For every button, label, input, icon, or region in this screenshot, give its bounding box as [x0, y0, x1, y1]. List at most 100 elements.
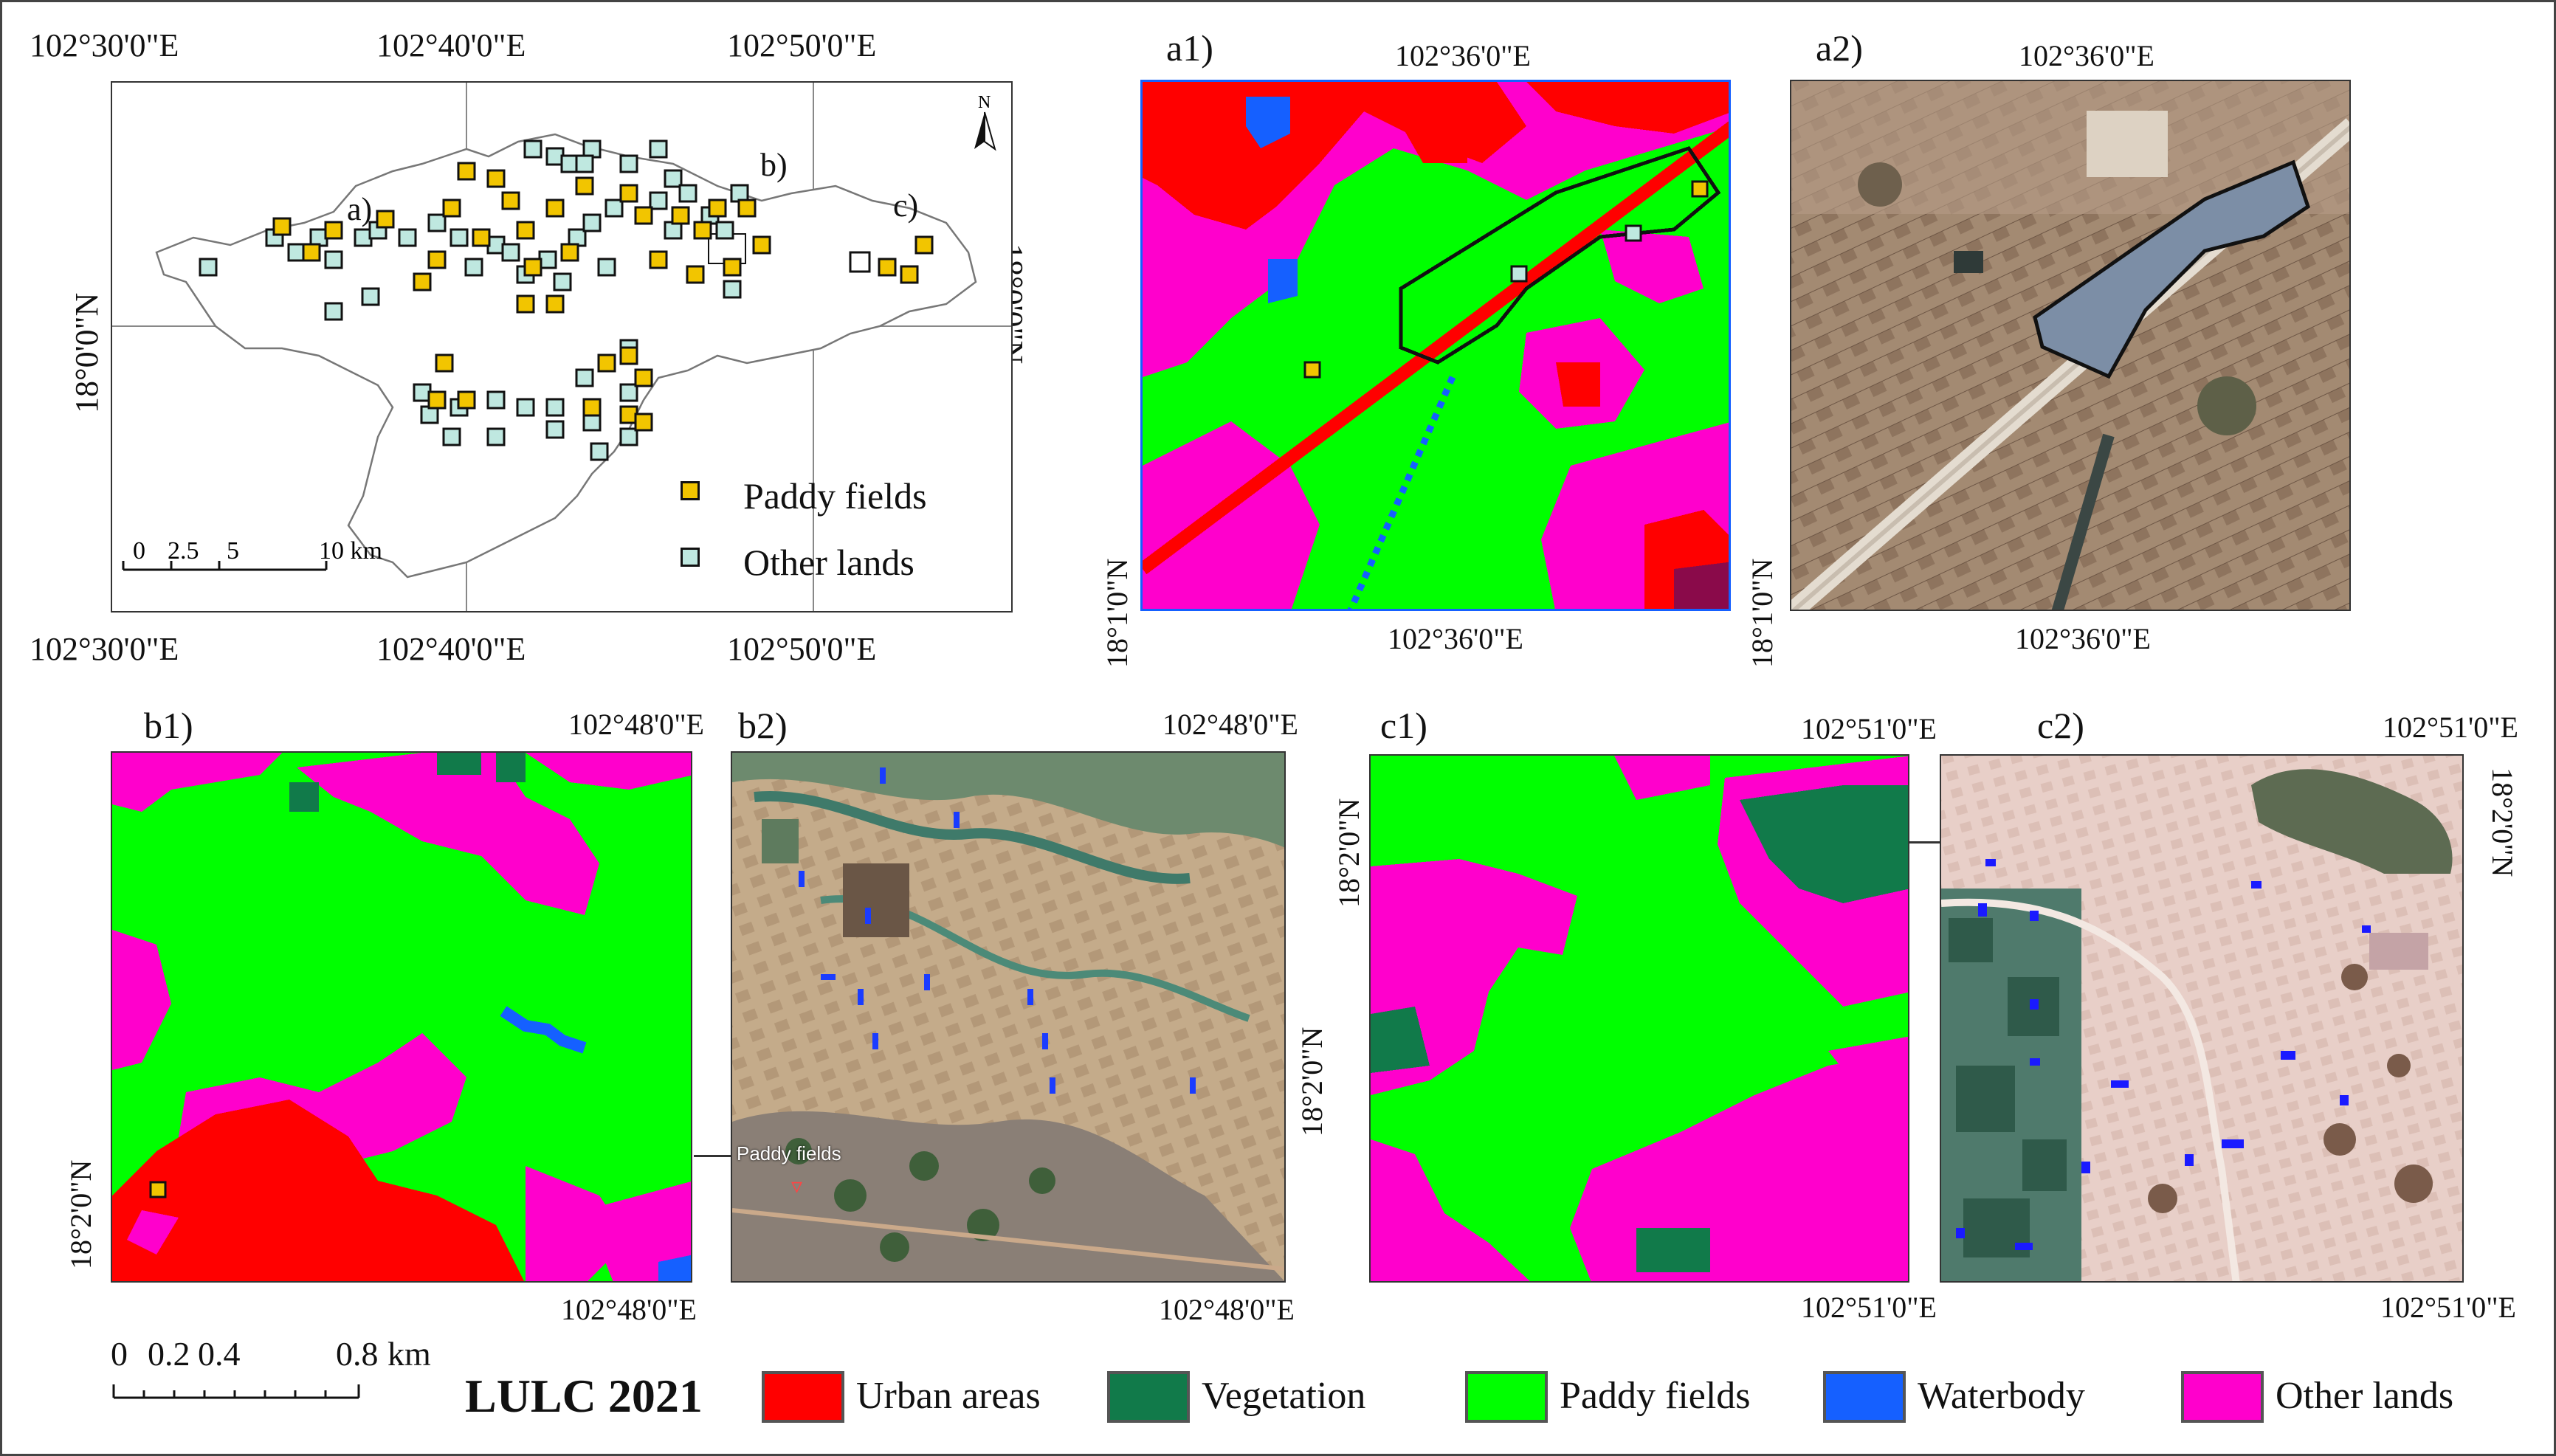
- legend-label-vegetation: Vegetation: [1202, 1375, 1366, 1417]
- other-lands-point: [715, 221, 734, 240]
- paddy-field-point: [737, 199, 757, 218]
- panel-a1-left-tick: 18°1'0"N: [1100, 558, 1134, 668]
- bottom-scale-label-km: km: [387, 1335, 431, 1373]
- paddy-field-point: [457, 162, 476, 181]
- scale-label-5: 5: [227, 537, 239, 565]
- other-lands-point: [545, 420, 565, 439]
- panel-c1-label: c1): [1380, 705, 1427, 746]
- paddy-field-point: [560, 243, 579, 262]
- plot-polygon: [2033, 159, 2310, 379]
- panel-c2-top-tick: 102°51'0"E: [2383, 711, 2518, 744]
- other-lands-point: [723, 280, 742, 299]
- panel-c1-map: [1369, 754, 1909, 1283]
- paddy-field-point: [435, 353, 454, 373]
- panel-c2-bottom-tick: 102°51'0"E: [2380, 1291, 2516, 1324]
- bottom-scale-label-0: 0: [111, 1335, 128, 1373]
- paddy-field-point: [545, 294, 565, 314]
- panel-a1-map: [1140, 80, 1731, 611]
- north-label: N: [978, 93, 991, 112]
- paddy-field-point: [634, 206, 653, 225]
- other-lands-point: [678, 184, 697, 203]
- other-lands-point: [553, 272, 572, 291]
- scale-label-2-5: 2.5: [168, 537, 199, 565]
- connector-line: [1909, 841, 1940, 843]
- panel-a1-label: a1): [1166, 27, 1213, 69]
- other-lands-point: [199, 258, 218, 277]
- panel-b2-right-tick: 18°2'0"N: [1295, 1027, 1329, 1136]
- paddy-field-point: [324, 221, 343, 240]
- north-arrow-icon: N: [974, 93, 996, 151]
- panel-b2-label: b2): [738, 705, 788, 746]
- paddy-field-point: [693, 221, 712, 240]
- plot-outline: [1399, 146, 1721, 365]
- other-lands-point: [575, 154, 594, 173]
- paddy-field-point: [723, 258, 742, 277]
- other-lands-point: [597, 258, 616, 277]
- paddy-field-point: [752, 235, 771, 255]
- legend-swatch-urban: [762, 1371, 844, 1423]
- legend-swatch-other: [2181, 1371, 2264, 1423]
- other-lands-point: [582, 213, 602, 232]
- panel-b1-map: [111, 751, 692, 1283]
- connector-line: [694, 1155, 731, 1157]
- paddy-field-point: [649, 250, 668, 269]
- panel-a1-bottom-tick: 102°36'0"E: [1388, 622, 1523, 655]
- site-label-b: b): [760, 147, 788, 183]
- paddy-field-point: [619, 184, 638, 203]
- scale-label-10km: 10 km: [319, 537, 382, 565]
- legend-swatch-waterbody: [1823, 1371, 1906, 1423]
- overview-top-tick-1: 102°30'0"E: [30, 27, 179, 63]
- bottom-scale-bar: [112, 1384, 360, 1399]
- paddy-field-point: [486, 169, 506, 188]
- panel-c1-bottom-tick: 102°51'0"E: [1801, 1291, 1937, 1324]
- other-lands-point: [649, 139, 668, 159]
- paddy-field-point: [516, 294, 535, 314]
- legend-other-symbol: [681, 548, 700, 567]
- panel-a2-satellite: [1790, 80, 2351, 611]
- site-label-a: a): [347, 191, 373, 227]
- paddy-field-point: [523, 258, 542, 277]
- other-lands-point: [427, 213, 447, 232]
- other-lands-point: [324, 250, 343, 269]
- bottom-scale-label-0-2: 0.2: [148, 1335, 190, 1373]
- panel-c1-left-tick: 18°2'0"N: [1332, 798, 1365, 908]
- paddy-field-point: [900, 265, 919, 284]
- panel-b1-left-tick: 18°2'0"N: [64, 1159, 97, 1269]
- other-lands-point: [324, 302, 343, 321]
- bottom-scale-label-0-8: 0.8: [336, 1335, 379, 1373]
- panel-b2-top-tick: 102°48'0"E: [1162, 708, 1298, 741]
- panel-a2-left-tick: 18°1'0"N: [1746, 558, 1779, 668]
- other-lands-point: [604, 199, 624, 218]
- legend-paddy-symbol: [681, 481, 700, 500]
- paddy-field-point: [597, 353, 616, 373]
- other-lands-point: [523, 139, 542, 159]
- overview-bottom-tick-3: 102°50'0"E: [727, 631, 877, 667]
- paddy-field-point: [671, 206, 690, 225]
- paddy-field-point: [708, 199, 727, 218]
- legend-other-label: Other lands: [743, 542, 914, 583]
- overview-bottom-tick-1: 102°30'0"E: [30, 631, 179, 667]
- bottom-scale-label-0-4: 0.4: [198, 1335, 241, 1373]
- panel-b2-satellite: Paddy fields ▿: [731, 751, 1286, 1283]
- other-lands-point: [516, 398, 535, 417]
- legend-swatch-paddy: [1465, 1371, 1548, 1423]
- paddy-field-point: [457, 390, 476, 410]
- paddy-field-point: [302, 243, 321, 262]
- legend-label-other: Other lands: [2276, 1375, 2454, 1417]
- panel-a1-top-tick: 102°36'0"E: [1395, 39, 1531, 72]
- paddy-field-point: [272, 217, 292, 236]
- other-lands-point: [464, 258, 483, 277]
- legend-label-paddy: Paddy fields: [1560, 1375, 1751, 1417]
- other-lands-point: [649, 191, 668, 210]
- other-lands-point: [361, 287, 380, 306]
- paddy-field-point: [914, 235, 934, 255]
- overview-top-tick-2: 102°40'0"E: [376, 27, 526, 63]
- paddy-field-point: [413, 272, 432, 291]
- sample-points: [199, 139, 934, 461]
- paddy-field-point: [686, 265, 705, 284]
- other-lands-point: [664, 169, 683, 188]
- other-lands-point: [501, 243, 520, 262]
- legend-label-urban: Urban areas: [856, 1375, 1041, 1417]
- other-lands-point: [486, 427, 506, 446]
